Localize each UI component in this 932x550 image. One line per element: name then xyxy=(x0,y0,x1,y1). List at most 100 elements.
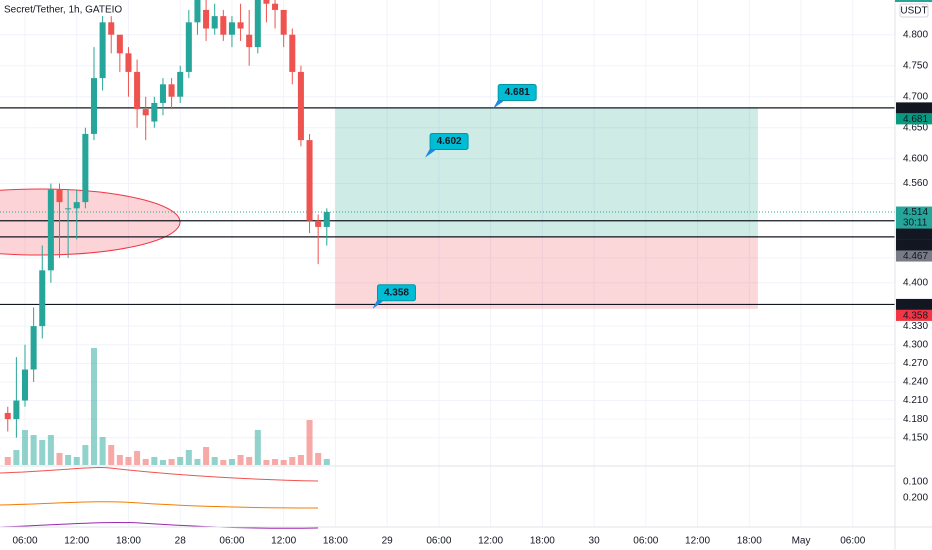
candle-body xyxy=(194,0,201,23)
candle-body xyxy=(237,22,244,29)
price-tag xyxy=(896,309,932,321)
indicator-line xyxy=(0,467,319,482)
volume-bar xyxy=(315,453,322,465)
volume-bar xyxy=(185,450,192,465)
x-tick-label: 18:00 xyxy=(323,536,348,547)
volume-bar xyxy=(125,457,132,465)
x-tick-label: 06:00 xyxy=(426,536,451,547)
volume-bar xyxy=(134,451,141,465)
candle-body xyxy=(185,22,192,72)
price-tag-label: 4.681 xyxy=(903,114,928,125)
price-tag xyxy=(896,228,932,240)
callout-box xyxy=(497,84,537,101)
x-tick-label: 18:00 xyxy=(530,536,555,547)
price-tag xyxy=(896,250,932,262)
price-tag xyxy=(896,298,932,310)
currency-label: USDT xyxy=(900,6,927,17)
indicator-line xyxy=(0,521,319,529)
chart-title: Secret/Tether, 1h, GATEIO xyxy=(4,5,122,16)
price-tag-label: 4.467 xyxy=(903,251,928,262)
volume-bar xyxy=(13,450,20,465)
volume-bar xyxy=(177,457,184,465)
x-tick-label: 12:00 xyxy=(685,536,710,547)
currency-box xyxy=(899,3,929,18)
callout-box xyxy=(376,284,416,302)
y-tick-label: 4.240 xyxy=(903,377,928,388)
x-tick-label: 12:00 xyxy=(478,536,503,547)
price-tag xyxy=(896,206,932,229)
y-tick-label: 4.270 xyxy=(903,358,928,369)
volume-bar xyxy=(289,457,296,465)
volume-bar xyxy=(194,459,201,465)
candle-body xyxy=(134,71,141,110)
volume-bar xyxy=(82,445,89,465)
candle-body xyxy=(306,140,313,221)
volume-bar xyxy=(56,453,63,465)
price-tag-label: 4.500 xyxy=(903,229,928,240)
candle-body xyxy=(272,3,279,10)
volume-bar xyxy=(203,447,210,465)
callout-label: 4.602 xyxy=(437,136,462,147)
candle-body xyxy=(82,133,89,203)
candle-body xyxy=(90,78,98,134)
volume-bar xyxy=(297,455,304,465)
y-tick-label: 4.750 xyxy=(903,60,928,71)
countdown-label: 30:11 xyxy=(903,218,928,229)
price-tag-label: 4.358 xyxy=(903,310,928,321)
indicator-tick-label: 0.200 xyxy=(903,493,928,504)
volume-bar xyxy=(21,430,29,465)
candle-body xyxy=(73,202,80,209)
candle-body xyxy=(315,220,322,227)
candle-body xyxy=(297,71,304,141)
candle-body xyxy=(228,22,235,35)
candle-body xyxy=(151,102,158,122)
indicator-line xyxy=(0,501,319,509)
y-tick-label: 4.700 xyxy=(903,91,928,102)
candle-body xyxy=(99,22,106,79)
y-tick-label: 4.180 xyxy=(903,414,928,425)
plot-area xyxy=(0,0,895,465)
y-tick-label: 4.150 xyxy=(903,432,928,443)
candle-body xyxy=(211,16,218,29)
candle-body xyxy=(263,0,270,4)
candle-body xyxy=(30,326,37,370)
volume-bar xyxy=(108,445,115,465)
candle-body xyxy=(168,84,175,97)
indicator-tick-label: 0.100 xyxy=(903,477,928,488)
candle-body xyxy=(142,109,149,116)
candle-body xyxy=(116,34,123,54)
candle-body xyxy=(39,270,46,327)
volume-bar xyxy=(142,459,149,465)
grid xyxy=(0,0,895,527)
x-tick-label: 28 xyxy=(175,536,187,547)
candle-body xyxy=(246,34,253,48)
x-tick-label: 06:00 xyxy=(633,536,658,547)
x-tick-label: 29 xyxy=(382,536,394,547)
price-tag xyxy=(896,102,932,114)
candle-body xyxy=(47,189,54,271)
candle-body xyxy=(13,400,20,420)
callout-label: 4.681 xyxy=(505,87,530,98)
candle-body xyxy=(108,22,115,35)
volume-bar xyxy=(306,420,313,465)
candle-body xyxy=(323,212,330,227)
price-tag xyxy=(896,239,932,251)
volume-bar xyxy=(65,455,72,465)
x-tick-label: 12:00 xyxy=(271,536,296,547)
volume-bar xyxy=(228,459,235,465)
volume-bar xyxy=(272,459,279,465)
candle-body xyxy=(4,412,11,420)
target-zone xyxy=(335,108,758,237)
candle-body xyxy=(65,208,72,210)
x-tick-label: 12:00 xyxy=(64,536,89,547)
candle-body xyxy=(125,53,132,72)
volume-bar xyxy=(39,440,46,465)
y-tick-label: 4.210 xyxy=(903,395,928,406)
y-tick-label: 4.560 xyxy=(903,178,928,189)
volume-bar xyxy=(151,457,158,465)
volume-bar xyxy=(246,457,253,465)
volume-bar xyxy=(211,457,218,465)
callout-label: 4.358 xyxy=(384,287,409,298)
volume-bar xyxy=(30,435,37,465)
